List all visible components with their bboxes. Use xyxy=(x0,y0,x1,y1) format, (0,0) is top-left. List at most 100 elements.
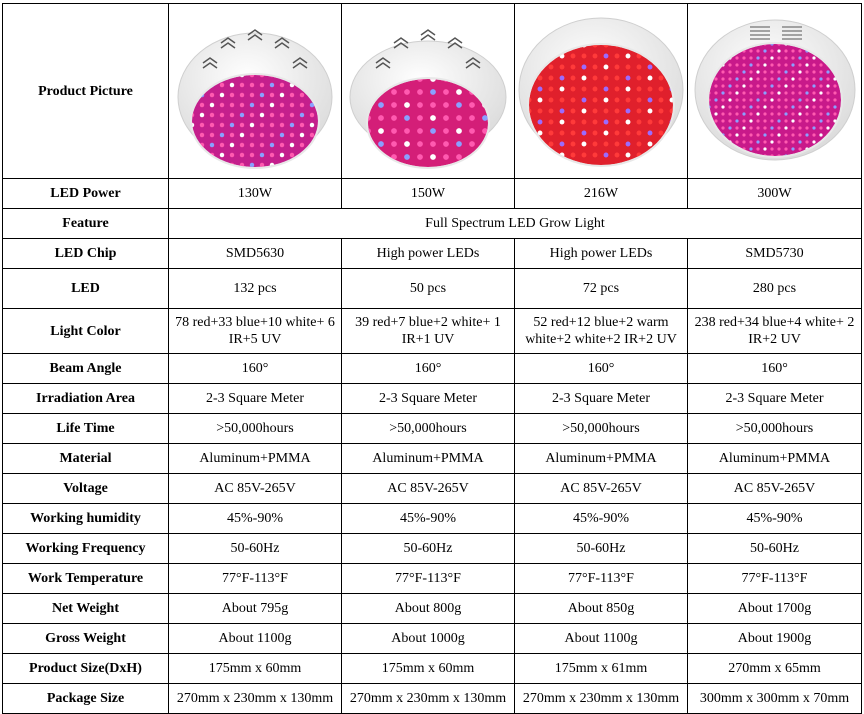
spec-value: 270mm x 65mm xyxy=(687,653,862,684)
product-picture-row: Product Picture xyxy=(2,3,862,179)
row-label: LED Power xyxy=(2,178,169,209)
spec-value: 175mm x 61mm xyxy=(514,653,688,684)
product-image-216w xyxy=(514,3,688,179)
ufo-lamp-image xyxy=(694,19,855,160)
spec-value: Aluminum+PMMA xyxy=(514,443,688,474)
spec-value: AC 85V-265V xyxy=(514,473,688,504)
spec-value: 50-60Hz xyxy=(168,533,342,564)
row-label: Working humidity xyxy=(2,503,169,534)
spec-value: 45%-90% xyxy=(687,503,862,534)
spec-value: 45%-90% xyxy=(168,503,342,534)
spec-value: 78 red+33 blue+10 white+ 6 IR+5 UV xyxy=(168,308,342,354)
spec-value: 132 pcs xyxy=(168,268,342,309)
spec-value: High power LEDs xyxy=(341,238,515,269)
spec-value: SMD5730 xyxy=(687,238,862,269)
spec-value: 160° xyxy=(514,353,688,384)
spec-value: 160° xyxy=(168,353,342,384)
spec-value: 216W xyxy=(514,178,688,209)
feature-value: Full Spectrum LED Grow Light xyxy=(168,208,862,239)
led-power-row: LED Power 130W 150W 216W 300W xyxy=(2,178,862,209)
product-image-150w xyxy=(341,3,515,179)
spec-value: >50,000hours xyxy=(341,413,515,444)
spec-value: About 850g xyxy=(514,593,688,624)
row-label: Gross Weight xyxy=(2,623,169,654)
work-temperature-row: Work Temperature 77°F-113°F 77°F-113°F 77°F… xyxy=(2,563,862,594)
spec-value: 160° xyxy=(341,353,515,384)
ufo-lamp-image xyxy=(349,28,507,169)
light-color-row: Light Color 78 red+33 blue+10 white+ 6 IR… xyxy=(2,308,862,354)
spec-table: Product Picture LED Power 130W 150W 216W 300… xyxy=(2,3,862,714)
row-label: Voltage xyxy=(2,473,169,504)
spec-value: 238 red+34 blue+4 white+ 2 IR+2 UV xyxy=(687,308,862,354)
spec-value: AC 85V-265V xyxy=(687,473,862,504)
beam-angle-row: Beam Angle 160° 160° 160° 160° xyxy=(2,353,862,384)
spec-value: AC 85V-265V xyxy=(341,473,515,504)
row-label: Life Time xyxy=(2,413,169,444)
package-size-row: Package Size 270mm x 230mm x 130mm 270mm x… xyxy=(2,683,862,714)
irradiation-area-row: Irradiation Area 2-3 Square Meter 2-3 Squa… xyxy=(2,383,862,414)
spec-value: 160° xyxy=(687,353,862,384)
spec-value: 45%-90% xyxy=(514,503,688,534)
spec-value: 45%-90% xyxy=(341,503,515,534)
row-label: Feature xyxy=(2,208,169,239)
row-label: LED Chip xyxy=(2,238,169,269)
row-label: Net Weight xyxy=(2,593,169,624)
spec-value: About 1900g xyxy=(687,623,862,654)
net-weight-row: Net Weight About 795g About 800g About 850g… xyxy=(2,593,862,624)
spec-value: 270mm x 230mm x 130mm xyxy=(341,683,515,714)
spec-value: >50,000hours xyxy=(687,413,862,444)
spec-value: 175mm x 60mm xyxy=(168,653,342,684)
spec-value: 39 red+7 blue+2 white+ 1 IR+1 UV xyxy=(341,308,515,354)
spec-value: Aluminum+PMMA xyxy=(341,443,515,474)
product-image-300w xyxy=(687,3,862,179)
spec-value: Aluminum+PMMA xyxy=(168,443,342,474)
spec-value: SMD5630 xyxy=(168,238,342,269)
row-label: Irradiation Area xyxy=(2,383,169,414)
spec-value: 300mm x 300mm x 70mm xyxy=(687,683,862,714)
spec-value: Aluminum+PMMA xyxy=(687,443,862,474)
spec-value: 77°F-113°F xyxy=(168,563,342,594)
spec-value: 77°F-113°F xyxy=(341,563,515,594)
spec-value: 280 pcs xyxy=(687,268,862,309)
row-label: Light Color xyxy=(2,308,169,354)
spec-value: About 1000g xyxy=(341,623,515,654)
spec-value: 270mm x 230mm x 130mm xyxy=(514,683,688,714)
spec-value: About 1100g xyxy=(168,623,342,654)
spec-value: 72 pcs xyxy=(514,268,688,309)
spec-value: 270mm x 230mm x 130mm xyxy=(168,683,342,714)
spec-value: 50-60Hz xyxy=(687,533,862,564)
spec-value: 2-3 Square Meter xyxy=(687,383,862,414)
voltage-row: Voltage AC 85V-265V AC 85V-265V AC 85V-265V… xyxy=(2,473,862,504)
row-label: Product Picture xyxy=(2,3,169,179)
product-size-row: Product Size(DxH) 175mm x 60mm 175mm x 60m… xyxy=(2,653,862,684)
spec-value: 77°F-113°F xyxy=(687,563,862,594)
row-label: Working Frequency xyxy=(2,533,169,564)
spec-value: 50-60Hz xyxy=(514,533,688,564)
gross-weight-row: Gross Weight About 1100g About 1000g About … xyxy=(2,623,862,654)
spec-value: High power LEDs xyxy=(514,238,688,269)
spec-value: >50,000hours xyxy=(168,413,342,444)
spec-value: About 795g xyxy=(168,593,342,624)
row-label: LED xyxy=(2,268,169,309)
feature-row: Feature Full Spectrum LED Grow Light xyxy=(2,208,862,239)
row-label: Product Size(DxH) xyxy=(2,653,169,684)
spec-value: About 1100g xyxy=(514,623,688,654)
spec-value: AC 85V-265V xyxy=(168,473,342,504)
ufo-lamp-image xyxy=(518,17,684,167)
spec-value: 50-60Hz xyxy=(341,533,515,564)
spec-value: 2-3 Square Meter xyxy=(341,383,515,414)
spec-value: >50,000hours xyxy=(514,413,688,444)
spec-value: 175mm x 60mm xyxy=(341,653,515,684)
row-label: Work Temperature xyxy=(2,563,169,594)
spec-value: About 800g xyxy=(341,593,515,624)
spec-value: 2-3 Square Meter xyxy=(168,383,342,414)
material-row: Material Aluminum+PMMA Aluminum+PMMA Alumin… xyxy=(2,443,862,474)
spec-value: 130W xyxy=(168,178,342,209)
spec-value: 150W xyxy=(341,178,515,209)
spec-value: 77°F-113°F xyxy=(514,563,688,594)
spec-value: 2-3 Square Meter xyxy=(514,383,688,414)
spec-value: 50 pcs xyxy=(341,268,515,309)
led-row: LED 132 pcs 50 pcs 72 pcs 280 pcs xyxy=(2,268,862,309)
working-frequency-row: Working Frequency 50-60Hz 50-60Hz 50-60Hz 50… xyxy=(2,533,862,564)
led-chip-row: LED Chip SMD5630 High power LEDs High power… xyxy=(2,238,862,269)
